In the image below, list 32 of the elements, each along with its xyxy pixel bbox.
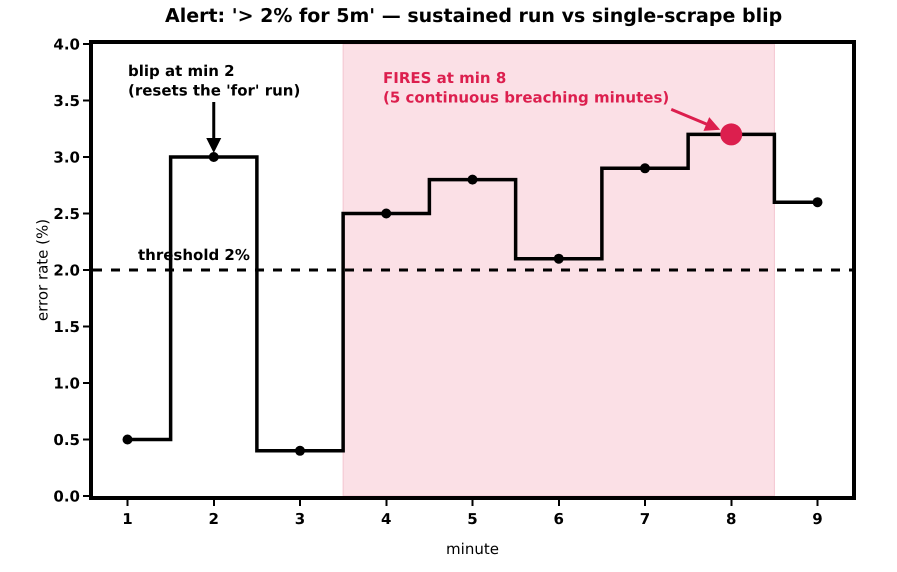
x-axis-title: minute (446, 540, 499, 558)
point (295, 446, 305, 456)
x-tick-label: 6 (554, 510, 564, 528)
point (640, 163, 650, 174)
point (554, 254, 564, 264)
x-tick-label: 8 (726, 510, 736, 528)
y-tick-label: 1.5 (53, 318, 80, 336)
point (381, 208, 392, 218)
x-tick-label: 4 (381, 510, 392, 528)
y-tick-label: 0.0 (53, 487, 80, 506)
x-tick-label: 7 (640, 510, 650, 528)
point (468, 174, 478, 185)
y-tick-label: 0.5 (53, 430, 80, 449)
annotation: FIRES at min 8 (5 continuous breaching minutes) (383, 69, 670, 106)
y-tick-label: 4.0 (53, 35, 80, 54)
x-tick-label: 2 (208, 510, 219, 528)
annotation: blip at min 2 (resets the 'for' run) (128, 62, 300, 100)
x-tick-label: 1 (122, 510, 133, 528)
point (812, 197, 822, 208)
y-tick-label: 2.0 (53, 261, 80, 280)
y-axis-title: error rate (%) (33, 218, 52, 322)
x-tick-label: 5 (467, 510, 478, 528)
y-tick-label: 3.5 (53, 92, 80, 110)
point (208, 152, 219, 162)
x-tick-label: 9 (812, 510, 823, 528)
x-tick-label: 3 (294, 510, 306, 528)
chart-title: Alert: '> 2% for 5m' — sustained run vs single-scrape blip (165, 4, 782, 27)
y-tick-label: 2.5 (53, 204, 80, 223)
y-tick-label: 3.0 (53, 148, 80, 166)
y-tick-label: 1.0 (53, 374, 80, 392)
point (720, 123, 742, 146)
point (122, 434, 132, 444)
